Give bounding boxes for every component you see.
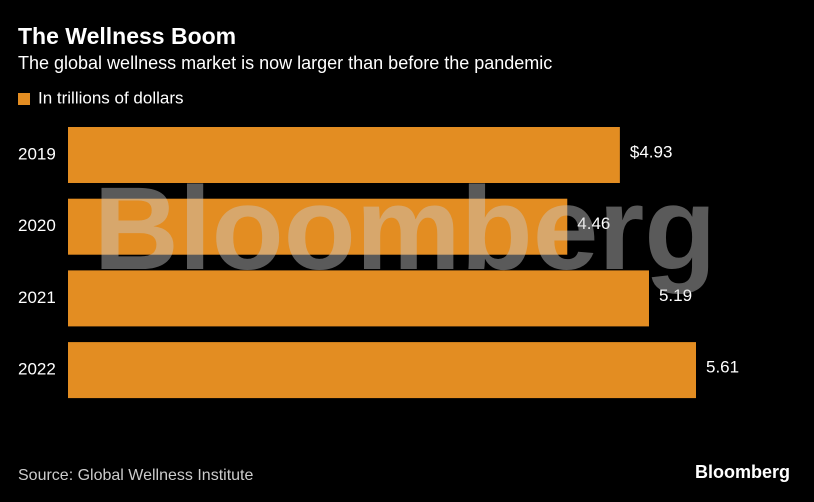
chart-title: The Wellness Boom bbox=[18, 23, 236, 49]
bar bbox=[68, 127, 620, 183]
y-tick-label: 2019 bbox=[18, 144, 56, 163]
y-tick-label: 2022 bbox=[18, 360, 56, 379]
logo: Bloomberg bbox=[695, 462, 790, 482]
watermark: Bloomberg bbox=[94, 163, 717, 295]
legend-swatch bbox=[18, 93, 30, 105]
value-label: 5.19 bbox=[659, 286, 692, 305]
legend-label: In trillions of dollars bbox=[38, 88, 184, 107]
source: Source: Global Wellness Institute bbox=[18, 467, 253, 484]
value-label: 4.46 bbox=[577, 214, 610, 233]
value-label: $4.93 bbox=[630, 142, 673, 161]
bar bbox=[68, 270, 649, 327]
y-tick-label: 2020 bbox=[18, 216, 56, 235]
bar bbox=[68, 342, 696, 399]
y-tick-label: 2021 bbox=[18, 288, 56, 307]
value-label: 5.61 bbox=[706, 358, 739, 377]
chart-subtitle: The global wellness market is now larger… bbox=[18, 53, 552, 73]
bar bbox=[68, 198, 568, 255]
